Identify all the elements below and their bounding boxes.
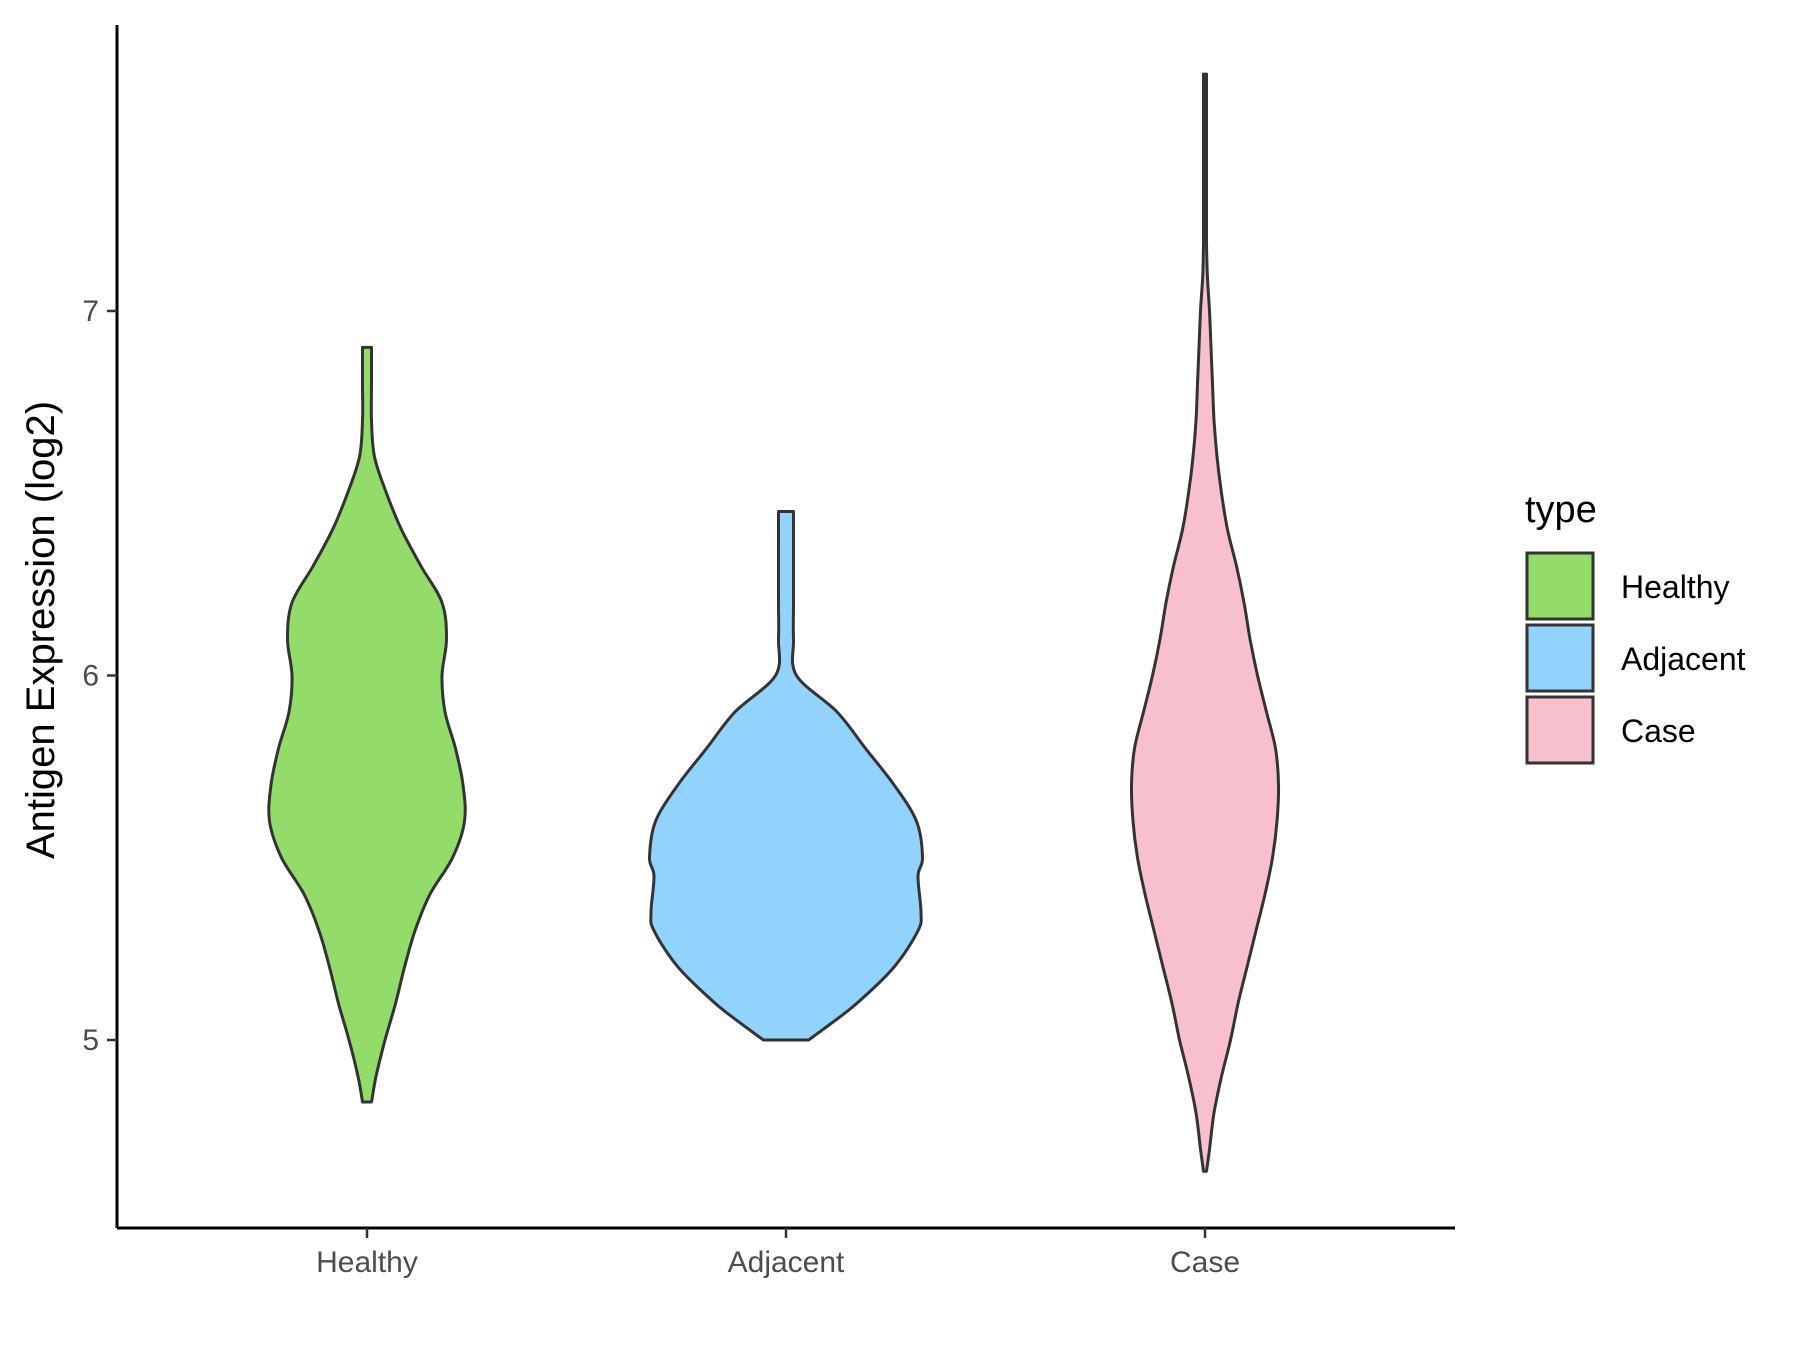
y-tick-label: 6 bbox=[82, 660, 99, 693]
legend-key-case bbox=[1525, 695, 1595, 765]
legend: type Healthy Adjacent Case bbox=[1525, 489, 1746, 765]
legend-key-healthy bbox=[1525, 551, 1595, 621]
x-tick-label: Case bbox=[1170, 1246, 1240, 1279]
violin-healthy bbox=[267, 345, 467, 1104]
violin-group bbox=[267, 72, 1281, 1173]
y-axis-title: Antigen Expression (log2) bbox=[19, 401, 63, 859]
legend-label: Adjacent bbox=[1621, 641, 1746, 677]
x-tick-label: Healthy bbox=[316, 1246, 418, 1279]
x-tick-label: Adjacent bbox=[728, 1246, 845, 1279]
legend-key-adjacent bbox=[1525, 623, 1595, 693]
legend-title: type bbox=[1525, 489, 1597, 531]
legend-label: Case bbox=[1621, 713, 1696, 749]
violin-case bbox=[1129, 72, 1281, 1173]
violin-adjacent bbox=[647, 510, 925, 1042]
y-tick-label: 5 bbox=[82, 1024, 99, 1057]
y-axis-ticks: 5 6 7 bbox=[82, 295, 117, 1057]
y-tick-label: 7 bbox=[82, 295, 99, 328]
legend-label: Healthy bbox=[1621, 569, 1730, 605]
x-axis-ticks: Healthy Adjacent Case bbox=[316, 1228, 1240, 1279]
